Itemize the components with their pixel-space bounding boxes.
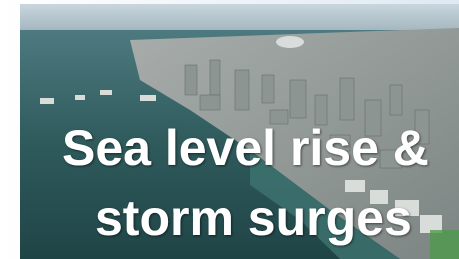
slide-image: Sea level rise & storm surges (0, 0, 459, 259)
caption-line: Sea level rise & (62, 120, 429, 176)
caption-line: storm surges (95, 190, 412, 246)
page: {"image": {"caption_lines": ["Sea level … (0, 0, 459, 259)
